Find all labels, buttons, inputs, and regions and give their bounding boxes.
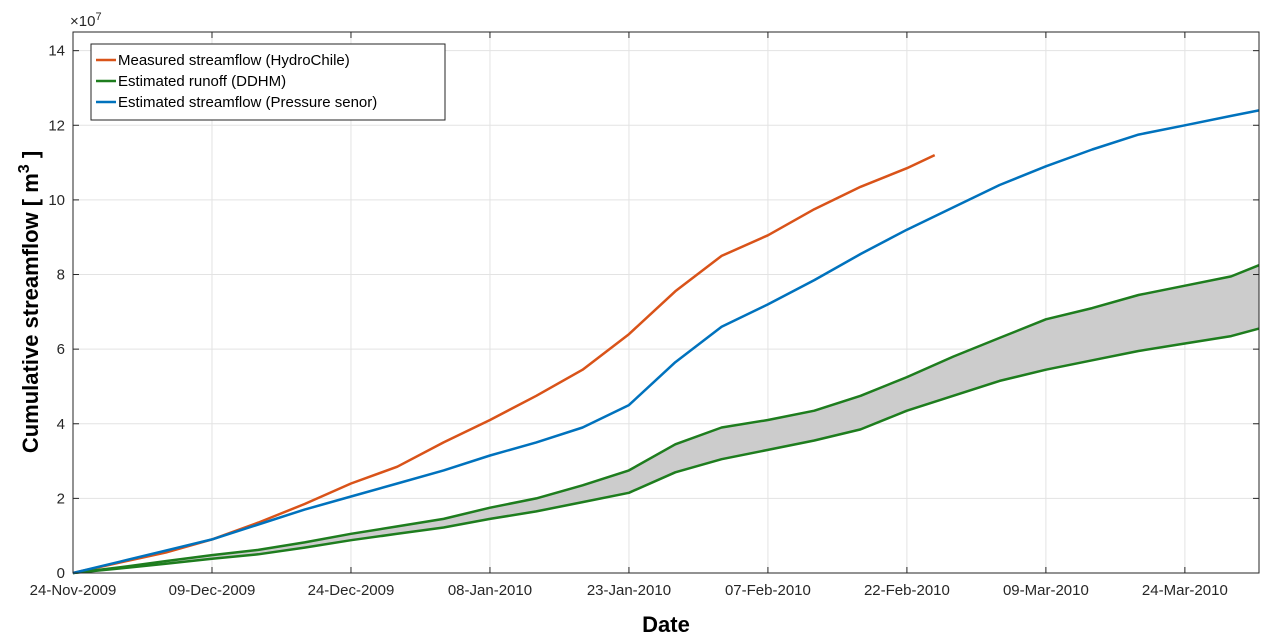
- y-tick-label: 14: [48, 43, 65, 60]
- y-exponent-label: ×107: [70, 11, 102, 30]
- y-tick-labels: 0 2 4 6 8 10 12 14: [48, 43, 65, 582]
- plot-frame: [72, 31, 1260, 574]
- x-tick-label: 23-Jan-2010: [587, 582, 671, 599]
- x-tick-label: 08-Jan-2010: [448, 582, 532, 599]
- estimated-streamflow-line: [72, 109, 1260, 575]
- x-tick-label: 09-Dec-2009: [169, 582, 256, 599]
- y-tick-label: 6: [57, 341, 65, 358]
- series-lines: [72, 109, 1260, 575]
- runoff-lower-line: [72, 327, 1260, 575]
- x-tick-label: 24-Mar-2010: [1142, 582, 1228, 599]
- x-tick-label: 24-Dec-2009: [308, 582, 395, 599]
- legend: Measured streamflow (HydroChile) Estimate…: [90, 43, 446, 121]
- runoff-range-fill: [73, 265, 1259, 573]
- x-tick-label: 22-Feb-2010: [864, 582, 950, 599]
- y-tick-label: 2: [57, 490, 65, 507]
- y-tick-label: 10: [48, 192, 65, 209]
- legend-box: [90, 43, 446, 121]
- legend-label: Estimated streamflow (Pressure senor): [118, 94, 377, 111]
- axis-ticks: [72, 32, 1259, 574]
- y-tick-label: 4: [57, 416, 65, 433]
- legend-label: Measured streamflow (HydroChile): [118, 52, 350, 69]
- x-tick-label: 24-Nov-2009: [30, 582, 117, 599]
- x-tick-labels: 24-Nov-2009 09-Dec-2009 24-Dec-2009 08-Jan-…: [30, 582, 1228, 599]
- x-tick-label: 09-Mar-2010: [1003, 582, 1089, 599]
- x-tick-label: 07-Feb-2010: [725, 582, 811, 599]
- runoff-upper-line: [72, 264, 1260, 575]
- y-tick-label: 12: [48, 117, 65, 134]
- x-axis-title: Date: [642, 612, 690, 637]
- y-tick-label: 8: [57, 267, 65, 284]
- runoff-band: [73, 265, 1259, 573]
- y-axis-title: Cumulative streamflow [ m3 ]: [16, 151, 43, 453]
- y-tick-label: 0: [57, 565, 65, 582]
- legend-label: Estimated runoff (DDHM): [118, 73, 286, 90]
